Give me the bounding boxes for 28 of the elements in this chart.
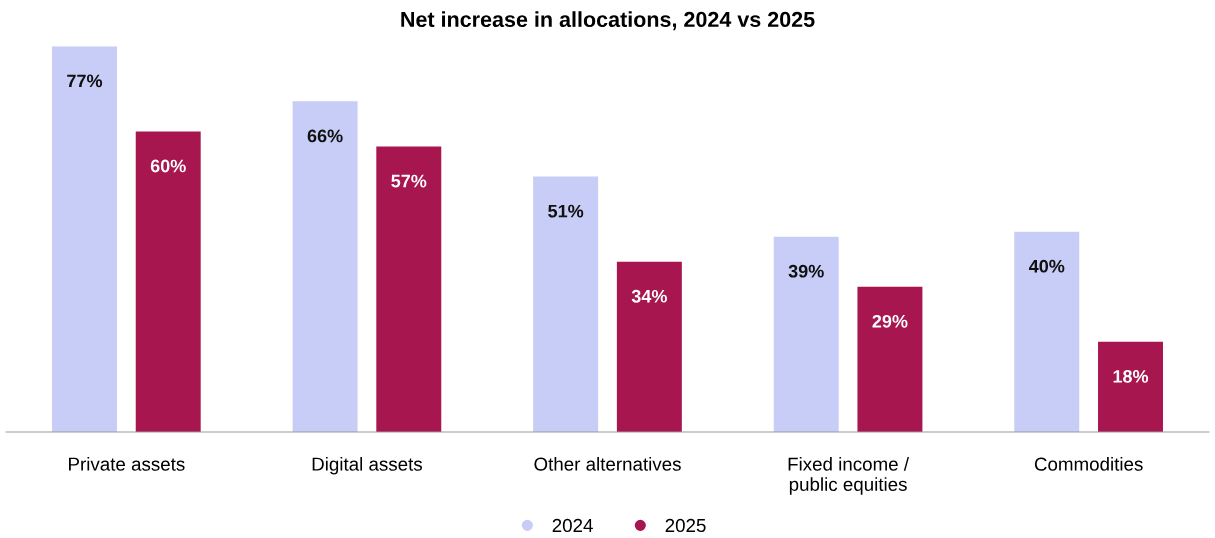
data-label: 57% <box>391 174 427 188</box>
data-label: 60% <box>150 159 186 173</box>
x-tick-label: Digital assets <box>312 457 423 475</box>
chart-title: Net increase in allocations, 2024 vs 2025 <box>401 11 815 31</box>
x-tick-label: Private assets <box>69 457 185 471</box>
data-label: 51% <box>548 204 584 218</box>
bar <box>1098 341 1163 433</box>
data-label: 77% <box>67 74 103 88</box>
bar <box>857 286 923 433</box>
x-tick-label: Other alternatives <box>534 457 681 471</box>
bar <box>773 236 839 433</box>
bar <box>1014 231 1080 433</box>
data-label: 29% <box>872 314 908 328</box>
bar <box>135 131 201 433</box>
data-label: 34% <box>631 289 667 303</box>
bar <box>616 261 682 433</box>
x-tick-label: Fixed income / public equities <box>788 457 910 495</box>
bar <box>376 146 442 433</box>
data-label: 66% <box>307 129 343 143</box>
legend-label: 2024 <box>552 518 593 533</box>
data-label: 40% <box>1028 259 1065 273</box>
x-tick-label: Commodities <box>1034 457 1143 471</box>
data-label: 18% <box>1113 370 1149 383</box>
bar <box>533 176 599 433</box>
data-label: 39% <box>788 264 824 278</box>
bar <box>52 46 117 433</box>
legend-label: 2025 <box>665 518 706 533</box>
bar <box>292 101 358 433</box>
